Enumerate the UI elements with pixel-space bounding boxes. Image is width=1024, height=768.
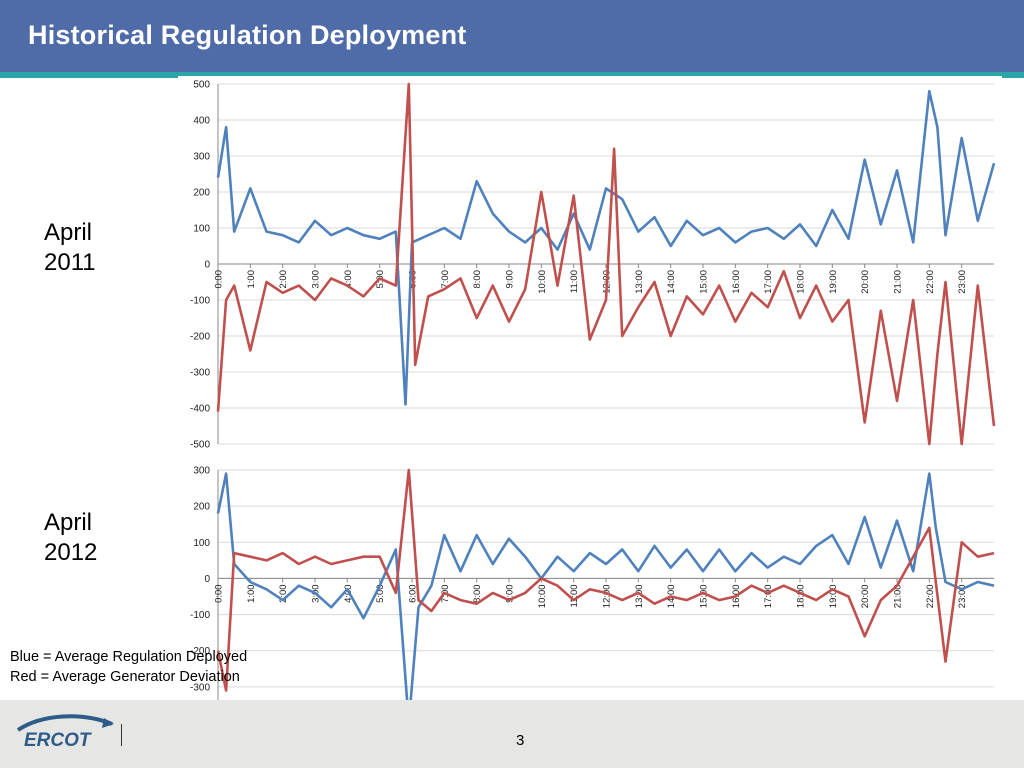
x-tick-label: 11:00 [569, 584, 580, 607]
page-number: 3 [516, 732, 525, 749]
x-tick-label: 7:00 [440, 270, 451, 289]
x-tick-label: 14:00 [666, 270, 677, 294]
x-tick-label: 22:00 [925, 270, 936, 294]
chart-april-2011-svg: 500 400 300 200 100 0 -100 -200 -300 -400 -500 0:00… [190, 80, 996, 451]
legend-blue: Blue = Average Regulation Deployed [10, 649, 248, 665]
y-tick-label: 200 [193, 188, 210, 199]
y-tick-label: -200 [190, 646, 210, 657]
y-tick-label: 0 [204, 574, 210, 585]
legend-red: Red = Average Generator Deviation [10, 669, 240, 685]
logo-divider [121, 724, 122, 746]
legend-note: Blue = Average Regulation Deployed Red =… [10, 647, 247, 687]
x-tick-label: 9:00 [505, 584, 516, 603]
x-tick-label: 21:00 [893, 584, 904, 608]
x-tick-label: 4:00 [343, 270, 354, 289]
title-bar [0, 0, 1024, 72]
x-tick-label: 20:00 [860, 270, 871, 294]
x-tick-label: 2:00 [278, 270, 289, 289]
y-tick-label: -300 [190, 368, 210, 379]
label-year: 2012 [44, 539, 98, 566]
x-tick-label: 20:00 [860, 584, 871, 608]
label-april-2012: April 2012 [44, 508, 97, 568]
x-tick-label: 13:00 [634, 584, 645, 608]
x-tick-label: 19:00 [828, 584, 839, 608]
x-tick-label: 1:00 [246, 270, 257, 289]
x-tick-label: 3:00 [311, 270, 322, 289]
chart-april-2012: 3002001000-100-200-300-4000:001:002:003:… [178, 460, 1002, 736]
title-bar-stripe [0, 72, 1024, 78]
x-tick-label: 13:00 [634, 270, 645, 294]
x-tick-label: 15:00 [699, 584, 710, 608]
x-tick-label: 6:00 [408, 584, 419, 603]
series-line-red [216, 82, 996, 446]
x-tick-label: 9:00 [505, 270, 516, 289]
x-tick-label: 11:00 [569, 270, 580, 293]
x-tick-label: 10:00 [537, 584, 548, 608]
logo-text: ERCOT [24, 730, 92, 751]
x-tick-label: 15:00 [699, 270, 710, 294]
x-tick-label: 0:00 [214, 584, 225, 603]
x-tick-label: 19:00 [828, 270, 839, 294]
series-line-blue [216, 89, 996, 406]
x-tick-label: 12:00 [602, 584, 613, 608]
y-tick-label: -400 [190, 404, 210, 415]
label-month: April [44, 219, 93, 246]
x-tick-label: 1:00 [246, 584, 257, 603]
slide-title: Historical Regulation Deployment [28, 20, 467, 50]
y-tick-label: -100 [190, 296, 210, 307]
x-tick-label: 0:00 [214, 270, 225, 289]
x-tick-label: 17:00 [763, 270, 774, 294]
series-line-blue [216, 472, 995, 725]
x-tick-label: 18:00 [796, 584, 807, 608]
y-tick-label: 100 [193, 538, 210, 549]
label-month: April [44, 509, 93, 536]
x-tick-label: 18:00 [796, 270, 807, 294]
y-tick-label: 100 [193, 224, 210, 235]
x-tick-label: 10:00 [537, 270, 548, 294]
x-tick-label: 22:00 [925, 584, 936, 608]
y-tick-label: 0 [204, 260, 210, 271]
x-tick-label: 8:00 [472, 270, 483, 289]
x-tick-label: 23:00 [957, 584, 968, 608]
label-year: 2011 [44, 249, 96, 276]
y-tick-label: -100 [190, 610, 210, 621]
x-tick-label: 17:00 [763, 584, 774, 608]
x-tick-label: 5:00 [375, 584, 386, 603]
y-tick-label: -500 [190, 440, 210, 451]
y-tick-label: 500 [193, 80, 210, 91]
x-tick-label: 2:00 [278, 584, 289, 603]
y-tick-label: 300 [193, 466, 210, 477]
x-tick-label: 21:00 [893, 270, 904, 294]
x-tick-label: 23:00 [957, 270, 968, 294]
y-tick-label: -200 [190, 332, 210, 343]
y-tick-label: 400 [193, 116, 210, 127]
x-tick-label: 8:00 [472, 584, 483, 603]
series-line-red [216, 468, 995, 692]
footer-band [0, 700, 1024, 768]
y-tick-label: 200 [193, 502, 210, 513]
chart-april-2011: 500 400 300 200 100 0 -100 -200 -300 -400 -500 0:00… [178, 76, 1002, 451]
y-tick-label: 300 [193, 152, 210, 163]
y-tick-label: -300 [190, 682, 210, 693]
x-tick-label: 16:00 [731, 270, 742, 294]
label-april-2011: April 2011 [44, 218, 96, 278]
ercot-logo: ERCOT [16, 714, 114, 751]
chart-april-2012-svg: 3002001000-100-200-300-4000:001:002:003:… [190, 466, 995, 730]
